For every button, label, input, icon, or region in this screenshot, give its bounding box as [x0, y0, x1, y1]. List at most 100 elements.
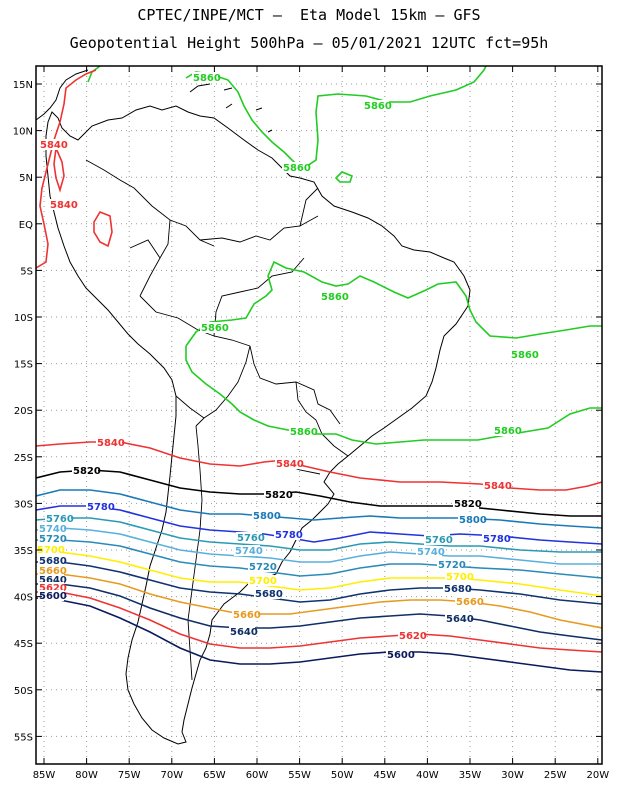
contour-labels: 5860 5860 5860 5860 5860 5860 5860 5860 …	[36, 72, 539, 661]
central-america-coast	[36, 69, 89, 121]
contour-label-5700: 5700	[446, 572, 474, 583]
contour-5840-north-b	[53, 144, 65, 193]
contours	[36, 66, 602, 673]
contour-label-5660: 5660	[233, 610, 261, 621]
contour-label-5760: 5760	[425, 535, 453, 546]
contour-label-5860: 5860	[511, 350, 539, 361]
lat-label: 5S	[20, 266, 33, 277]
contour-5860-north	[87, 66, 101, 83]
contour-5720	[36, 539, 602, 579]
contour-label-5740: 5740	[39, 524, 67, 535]
coastlines-borders	[36, 69, 471, 745]
contour-label-5840: 5840	[40, 140, 68, 151]
contour-label-5780: 5780	[87, 502, 115, 513]
lat-label: 40S	[14, 593, 33, 604]
contour-label-5800: 5800	[459, 515, 487, 526]
contour-5820	[36, 469, 602, 517]
contour-label-5780: 5780	[275, 530, 303, 541]
contour-label-5620: 5620	[39, 583, 67, 594]
contour-label-5640: 5640	[39, 575, 67, 586]
contour-5860-caribbean	[185, 66, 487, 169]
contour-label-5820: 5820	[454, 499, 482, 510]
contour-label-5680: 5680	[39, 556, 67, 567]
contour-label-5860: 5860	[290, 427, 318, 438]
lon-label: 35W	[459, 770, 482, 781]
lat-label: EQ	[19, 220, 33, 231]
lon-label: 30W	[501, 770, 524, 781]
contour-label-5840: 5840	[484, 481, 512, 492]
axis-ticks	[36, 66, 602, 764]
contour-label-5620: 5620	[399, 631, 427, 642]
contour-label-5640: 5640	[446, 614, 474, 625]
contour-5740	[36, 527, 602, 565]
contour-label-5720: 5720	[39, 534, 67, 545]
contour-5860-south	[185, 260, 602, 445]
lat-label: 20S	[14, 406, 33, 417]
lon-label: 85W	[33, 770, 56, 781]
label-group-5720: 5720 5720 5720	[38, 533, 466, 573]
contour-label-5800: 5800	[253, 511, 281, 522]
lat-label: 50S	[14, 686, 33, 697]
contour-5840-south	[36, 441, 602, 491]
contour-label-5860: 5860	[201, 323, 229, 334]
contour-label-5760: 5760	[237, 533, 265, 544]
south-america-coastline	[45, 105, 471, 745]
label-group-5780: 5780 5780 5780	[86, 501, 511, 545]
lon-label: 20W	[586, 770, 609, 781]
contour-label-5660: 5660	[39, 566, 67, 577]
contour-5600	[36, 597, 602, 673]
contour-5660	[36, 573, 602, 629]
lat-label: 5N	[19, 173, 33, 184]
contour-label-5700: 5700	[249, 576, 277, 587]
label-group-5640: 5640 5640 5640	[38, 574, 474, 638]
map-frame	[35, 65, 603, 765]
contour-5860-blob	[334, 171, 353, 183]
lat-label: 25S	[14, 453, 33, 464]
lat-label: 55S	[14, 732, 33, 743]
contour-label-5780: 5780	[483, 534, 511, 545]
contour-label-5820: 5820	[73, 466, 101, 477]
lon-label: 75W	[118, 770, 141, 781]
contour-label-5640: 5640	[230, 627, 258, 638]
contour-5800	[36, 489, 602, 529]
contour-label-5740: 5740	[235, 546, 263, 557]
lon-label: 45W	[373, 770, 396, 781]
map-title-line-2: Geopotential Height 500hPa – 05/01/2021 …	[69, 34, 549, 52]
lon-label: 80W	[75, 770, 98, 781]
contour-label-5860: 5860	[321, 292, 349, 303]
longitude-axis-labels: 85W 80W 75W 70W 65W 60W 55W 50W 45W 40W 35W 30W 25W 2…	[33, 770, 610, 781]
lat-label: 10S	[14, 313, 33, 324]
label-group-5800: 5800 5800	[252, 510, 487, 526]
map-title-line-1: CPTEC/INPE/MCT – Eta Model 15km – GFS	[137, 6, 481, 24]
contour-5840-north	[36, 69, 97, 269]
contour-label-5700: 5700	[37, 545, 65, 556]
contour-5620	[36, 591, 602, 653]
contour-label-5760: 5760	[46, 514, 74, 525]
lon-label: 40W	[416, 770, 439, 781]
country-borders	[85, 159, 349, 681]
contour-label-5820: 5820	[265, 490, 293, 501]
contour-5700	[36, 551, 602, 597]
caribbean-islands	[189, 83, 273, 133]
contour-5840-loop	[93, 211, 113, 248]
lat-label: 35S	[14, 546, 33, 557]
label-group-5600: 5600 5600	[38, 590, 415, 661]
contour-5640	[36, 583, 602, 641]
contour-label-5660: 5660	[456, 597, 484, 608]
label-group-5760: 5760 5760 5760	[45, 513, 453, 546]
lon-label: 50W	[331, 770, 354, 781]
contour-label-5840: 5840	[97, 438, 125, 449]
lat-label: 15S	[14, 360, 33, 371]
latitude-axis-labels: 15N 10N 5N EQ 5S 10S 15S 20S 25S 30S 35S 40S 45S 50S 5…	[13, 80, 33, 743]
lon-label: 70W	[160, 770, 183, 781]
label-group-5860: 5860 5860 5860 5860 5860 5860 5860 5860	[192, 72, 539, 438]
contour-label-5680: 5680	[444, 584, 472, 595]
contour-label-5860: 5860	[364, 101, 392, 112]
contour-label-5860: 5860	[283, 163, 311, 174]
lat-label: 30S	[14, 499, 33, 510]
contour-label-5600: 5600	[387, 650, 415, 661]
lon-label: 25W	[544, 770, 567, 781]
contour-label-5840: 5840	[276, 459, 304, 470]
label-group-5820: 5820 5820 5820	[72, 465, 482, 510]
